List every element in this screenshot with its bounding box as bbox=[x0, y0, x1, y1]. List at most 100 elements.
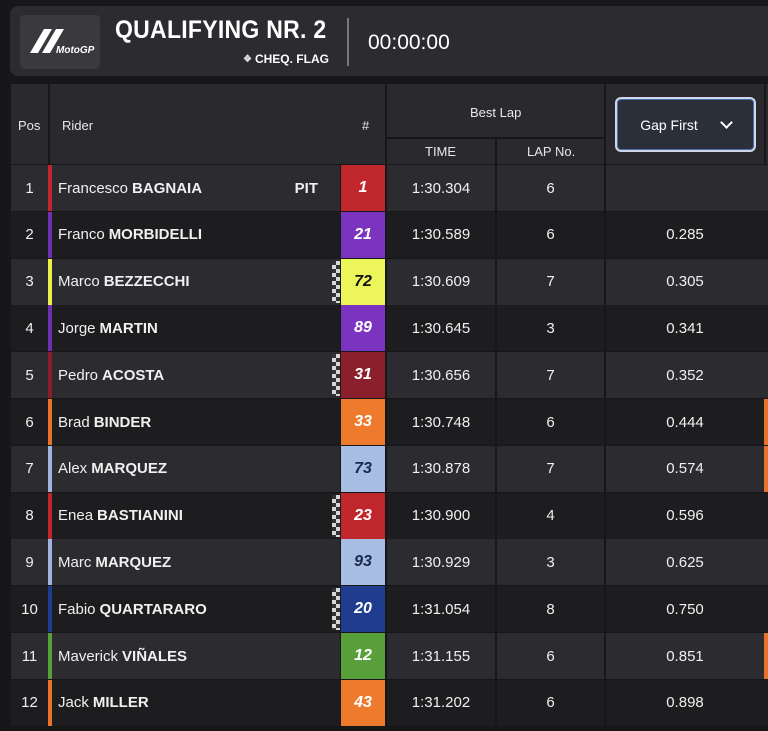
best-lap-number: 3 bbox=[497, 305, 604, 352]
rider-number-badge: 43 bbox=[341, 679, 385, 726]
rider-last-name: MILLER bbox=[92, 694, 149, 712]
rider-number-badge: 1 bbox=[341, 165, 385, 211]
rider-last-name: QUARTARARO bbox=[99, 600, 207, 618]
chequered-flag-icon bbox=[332, 260, 340, 303]
gap-mode-value: Gap First bbox=[640, 116, 698, 133]
flag-status-label: CHEQ. FLAG bbox=[254, 52, 329, 66]
rider-first-name: Marc bbox=[58, 553, 92, 571]
gap-to-first: 0.352 bbox=[606, 352, 764, 399]
best-lap-time: 1:31.202 bbox=[387, 679, 495, 726]
table-row[interactable]: 7 Alex MARQUEZ 73 1:30.878 7 0.574 bbox=[0, 445, 768, 492]
gap-to-first: 0.285 bbox=[606, 211, 764, 258]
rider-first-name: Alex bbox=[58, 460, 88, 478]
rider-first-name: Jorge bbox=[58, 319, 96, 337]
header-rider: Rider bbox=[62, 118, 94, 133]
table-row[interactable]: 9 Marc MARQUEZ 93 1:30.929 3 0.625 bbox=[0, 539, 768, 586]
best-lap-number: 6 bbox=[497, 165, 604, 211]
header-pos-cell: Pos bbox=[11, 84, 48, 164]
best-lap-number: 6 bbox=[497, 399, 604, 445]
rider-last-name: MARTIN bbox=[99, 319, 158, 337]
rider-cell: Franco MORBIDELLI bbox=[48, 211, 340, 258]
rider-cell: Marc MARQUEZ bbox=[48, 539, 340, 586]
table-row[interactable]: 5 Pedro ACOSTA 31 1:30.656 7 0.352 bbox=[0, 352, 768, 399]
header-time: TIME bbox=[425, 144, 457, 159]
rider-last-name: BAGNAIA bbox=[132, 179, 203, 197]
table-row[interactable]: 10 Fabio QUARTARARO 20 1:31.054 8 0.750 bbox=[0, 586, 768, 633]
row-edge bbox=[764, 305, 768, 352]
best-lap-time: 1:30.929 bbox=[387, 539, 495, 586]
rider-last-name: BEZZECCHI bbox=[103, 273, 190, 291]
gap-to-first: 0.898 bbox=[606, 679, 764, 726]
table-row[interactable]: 2 Franco MORBIDELLI 21 1:30.589 6 0.285 bbox=[0, 211, 768, 258]
table-row[interactable]: 11 Maverick VIÑALES 12 1:31.155 6 0.851 bbox=[0, 633, 768, 679]
chevron-down-icon bbox=[719, 116, 733, 129]
header-divider bbox=[347, 18, 349, 66]
rider-last-name: VIÑALES bbox=[122, 647, 188, 665]
logo-text: MotoGP bbox=[56, 45, 95, 56]
rider-last-name: BASTIANINI bbox=[97, 507, 183, 525]
session-timer: 00:00:00 bbox=[368, 31, 450, 54]
header-time-cell: TIME bbox=[387, 139, 495, 164]
rider-first-name: Pedro bbox=[58, 366, 99, 384]
header-lap-no: LAP No. bbox=[527, 144, 576, 159]
table-row[interactable]: 4 Jorge MARTIN 89 1:30.645 3 0.341 bbox=[0, 305, 768, 352]
rider-number-badge: 20 bbox=[341, 586, 385, 633]
best-lap-time: 1:31.155 bbox=[387, 633, 495, 679]
rider-cell: Brad BINDER bbox=[48, 399, 340, 445]
rider-cell: Francesco BAGNAIA PIT bbox=[48, 165, 340, 211]
best-lap-time: 1:30.609 bbox=[387, 258, 495, 305]
rider-cell: Alex MARQUEZ bbox=[48, 445, 340, 492]
table-row[interactable]: 1 Francesco BAGNAIA PIT 1 1:30.304 6 bbox=[0, 165, 768, 211]
table-row[interactable]: 8 Enea BASTIANINI 23 1:30.900 4 0.596 bbox=[0, 492, 768, 539]
best-lap-number: 3 bbox=[497, 539, 604, 586]
table-row[interactable]: 6 Brad BINDER 33 1:30.748 6 0.444 bbox=[0, 399, 768, 445]
position-cell: 6 bbox=[11, 399, 48, 445]
rider-last-name: MARQUEZ bbox=[95, 553, 172, 571]
rider-number-badge: 12 bbox=[341, 633, 385, 679]
best-lap-number: 6 bbox=[497, 679, 604, 726]
rider-last-name: MORBIDELLI bbox=[108, 226, 203, 244]
rider-first-name: Fabio bbox=[58, 600, 96, 618]
table-row[interactable]: 3 Marco BEZZECCHI 72 1:30.609 7 0.305 bbox=[0, 258, 768, 305]
rider-cell: Pedro ACOSTA bbox=[48, 352, 340, 399]
flag-status: ❖ CHEQ. FLAG bbox=[243, 52, 329, 66]
rider-cell: Maverick VIÑALES bbox=[48, 633, 340, 679]
rider-number-badge: 23 bbox=[341, 492, 385, 539]
rider-first-name: Jack bbox=[58, 694, 89, 712]
row-edge bbox=[764, 679, 768, 726]
gap-to-first: 0.305 bbox=[606, 258, 764, 305]
position-cell: 12 bbox=[11, 679, 48, 726]
position-cell: 9 bbox=[11, 539, 48, 586]
best-lap-number: 7 bbox=[497, 445, 604, 492]
rider-last-name: BINDER bbox=[93, 413, 152, 431]
gap-to-first: 0.750 bbox=[606, 586, 764, 633]
rider-first-name: Francesco bbox=[58, 179, 129, 197]
best-lap-time: 1:30.900 bbox=[387, 492, 495, 539]
best-lap-time: 1:30.878 bbox=[387, 445, 495, 492]
rider-cell: Marco BEZZECCHI bbox=[48, 258, 340, 305]
gap-to-first: 0.341 bbox=[606, 305, 764, 352]
position-cell: 7 bbox=[11, 445, 48, 492]
session-title: QUALIFYING NR. 2 bbox=[115, 16, 327, 44]
best-lap-time: 1:30.748 bbox=[387, 399, 495, 445]
rider-first-name: Brad bbox=[58, 413, 90, 431]
position-cell: 4 bbox=[11, 305, 48, 352]
rider-number-badge: 33 bbox=[341, 399, 385, 445]
position-cell: 10 bbox=[11, 586, 48, 633]
row-edge bbox=[764, 586, 768, 633]
gap-mode-select[interactable]: Gap First bbox=[615, 97, 756, 152]
chequered-flag-icon bbox=[332, 494, 340, 537]
rider-first-name: Marco bbox=[58, 273, 100, 291]
row-edge bbox=[764, 445, 768, 492]
row-edge bbox=[764, 399, 768, 445]
motogp-logo: MotoGP bbox=[20, 15, 100, 69]
row-edge bbox=[764, 165, 768, 211]
table-row[interactable]: 12 Jack MILLER 43 1:31.202 6 0.898 bbox=[0, 679, 768, 726]
row-edge bbox=[764, 258, 768, 305]
position-cell: 3 bbox=[11, 258, 48, 305]
row-edge bbox=[764, 539, 768, 586]
row-edge bbox=[764, 211, 768, 258]
rider-cell: Enea BASTIANINI bbox=[48, 492, 340, 539]
header-best-lap-cell: Best Lap bbox=[387, 84, 604, 137]
header-pos: Pos bbox=[18, 118, 41, 133]
